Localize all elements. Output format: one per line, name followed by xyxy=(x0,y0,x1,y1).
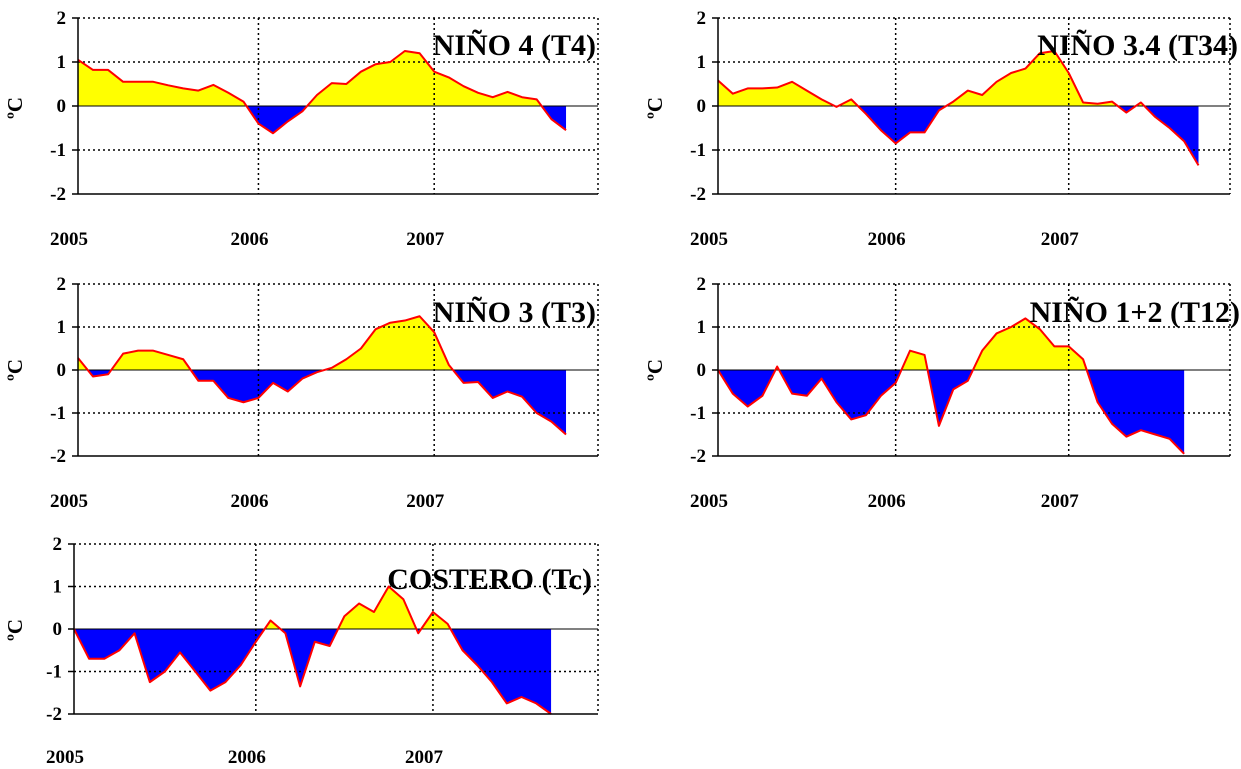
y-tick-label: -1 xyxy=(50,403,66,424)
x-tick-label: 2005 xyxy=(46,747,84,768)
chart-panel-nino4: 2 1 0 -1 -2 2005 2006 2007 ºC NIÑO 4 (T4) xyxy=(0,0,610,255)
anomaly-line xyxy=(717,50,1200,166)
chart-panel-nino34: 2 1 0 -1 -2 2005 2006 2007 ºC NIÑO 3.4 (T34) xyxy=(640,0,1240,255)
x-tick-label: 2007 xyxy=(405,747,444,768)
chart-title: NIÑO 3 (T3) xyxy=(433,296,596,329)
y-axis-label: ºC xyxy=(3,97,27,119)
positive-anomaly-area-0 xyxy=(78,59,247,106)
y-tick-label: 2 xyxy=(57,274,67,295)
negative-anomaly-area-3 xyxy=(779,370,902,420)
x-tick-label: 2005 xyxy=(690,491,728,512)
y-tick-label: -2 xyxy=(690,184,706,205)
positive-anomaly-area-6 xyxy=(421,612,451,629)
chart-svg-nino4: 2 1 0 -1 -2 2005 2006 2007 ºC NIÑO 4 (T4) xyxy=(3,8,599,250)
y-tick-label: 0 xyxy=(697,96,707,117)
negative-anomaly-area-1 xyxy=(246,106,308,134)
y-tick-label: 2 xyxy=(697,8,707,29)
chart-title: NIÑO 1+2 (T12) xyxy=(1030,296,1240,329)
y-tick-label: -1 xyxy=(690,140,706,161)
y-tick-label: 0 xyxy=(697,360,707,381)
y-tick-label: 2 xyxy=(57,8,67,29)
negative-anomaly-area-1 xyxy=(87,370,112,377)
x-tick-label: 2007 xyxy=(406,491,445,512)
chart-panel-nino3: 2 1 0 -1 -2 2005 2006 2007 ºC NIÑO 3 (T3) xyxy=(0,262,610,517)
x-tick-label: 2007 xyxy=(1041,229,1080,250)
chart-title: NIÑO 3.4 (T34) xyxy=(1037,29,1238,62)
y-tick-label: -1 xyxy=(50,140,66,161)
x-tick-label: 2006 xyxy=(228,747,266,768)
y-axis-label: ºC xyxy=(3,359,27,381)
chart-svg-costero: 2 1 0 -1 -2 2005 2006 2007 ºC COSTERO (Tc) xyxy=(3,534,599,768)
y-tick-label: 0 xyxy=(53,619,63,640)
positive-anomaly-area-4 xyxy=(946,51,1118,106)
anomaly-line xyxy=(77,50,567,135)
positive-anomaly-area-0 xyxy=(78,357,88,370)
anomaly-line xyxy=(717,317,1185,455)
negative-anomaly-area-7 xyxy=(1144,106,1199,166)
y-axis-label: ºC xyxy=(643,97,667,119)
positive-anomaly-area-2 xyxy=(307,51,542,106)
y-tick-label: -1 xyxy=(46,662,62,683)
y-tick-label: 1 xyxy=(57,52,67,73)
y-tick-label: 0 xyxy=(57,360,67,381)
y-tick-label: 1 xyxy=(57,317,67,338)
x-tick-label: 2005 xyxy=(50,229,88,250)
y-tick-label: -2 xyxy=(690,446,706,467)
negative-anomaly-area-5 xyxy=(1117,106,1136,113)
positive-anomaly-area-6 xyxy=(972,318,1087,370)
negative-anomaly-area-3 xyxy=(190,370,325,403)
y-tick-label: -2 xyxy=(50,184,66,205)
chart-title: NIÑO 4 (T4) xyxy=(433,29,596,62)
positive-anomaly-area-4 xyxy=(324,316,454,370)
y-axis-label: ºC xyxy=(3,619,27,641)
negative-anomaly-area-5 xyxy=(453,370,567,435)
x-tick-label: 2006 xyxy=(230,229,268,250)
y-tick-label: 1 xyxy=(53,577,63,598)
y-tick-label: 1 xyxy=(697,317,707,338)
y-tick-label: -2 xyxy=(50,446,66,467)
anomaly-line xyxy=(73,585,552,715)
chart-svg-nino12: 2 1 0 -1 -2 2005 2006 2007 ºC NIÑO 1+2 (T12) xyxy=(643,274,1240,512)
y-tick-label: 2 xyxy=(53,534,63,555)
positive-anomaly-area-2 xyxy=(111,350,191,370)
negative-anomaly-area-1 xyxy=(718,370,776,407)
chart-panel-nino12: 2 1 0 -1 -2 2005 2006 2007 ºC NIÑO 1+2 (T12) xyxy=(640,262,1240,517)
y-tick-label: 1 xyxy=(697,52,707,73)
chart-svg-nino3: 2 1 0 -1 -2 2005 2006 2007 ºC NIÑO 3 (T3) xyxy=(3,274,599,512)
chart-title: COSTERO (Tc) xyxy=(387,563,592,596)
negative-anomaly-area-3 xyxy=(857,106,947,144)
y-axis-label: ºC xyxy=(643,359,667,381)
x-tick-label: 2006 xyxy=(868,491,906,512)
y-tick-label: -1 xyxy=(690,403,706,424)
y-tick-label: 0 xyxy=(57,96,67,117)
positive-anomaly-area-0 xyxy=(718,80,835,106)
x-tick-label: 2007 xyxy=(406,229,445,250)
negative-anomaly-area-7 xyxy=(1086,370,1185,454)
negative-anomaly-area-1 xyxy=(74,629,265,691)
x-tick-label: 2006 xyxy=(868,229,906,250)
y-tick-label: -2 xyxy=(46,704,62,725)
y-tick-label: 2 xyxy=(697,274,707,295)
anomaly-line xyxy=(77,315,567,436)
chart-panel-costero: 2 1 0 -1 -2 2005 2006 2007 ºC COSTERO (Tc) xyxy=(0,526,610,769)
chart-svg-nino34: 2 1 0 -1 -2 2005 2006 2007 ºC NIÑO 3.4 (T34) xyxy=(643,8,1238,250)
x-tick-label: 2005 xyxy=(690,229,728,250)
negative-anomaly-area-3 xyxy=(541,106,567,131)
x-tick-label: 2005 xyxy=(50,491,88,512)
x-tick-label: 2006 xyxy=(230,491,268,512)
x-tick-label: 2007 xyxy=(1041,491,1080,512)
